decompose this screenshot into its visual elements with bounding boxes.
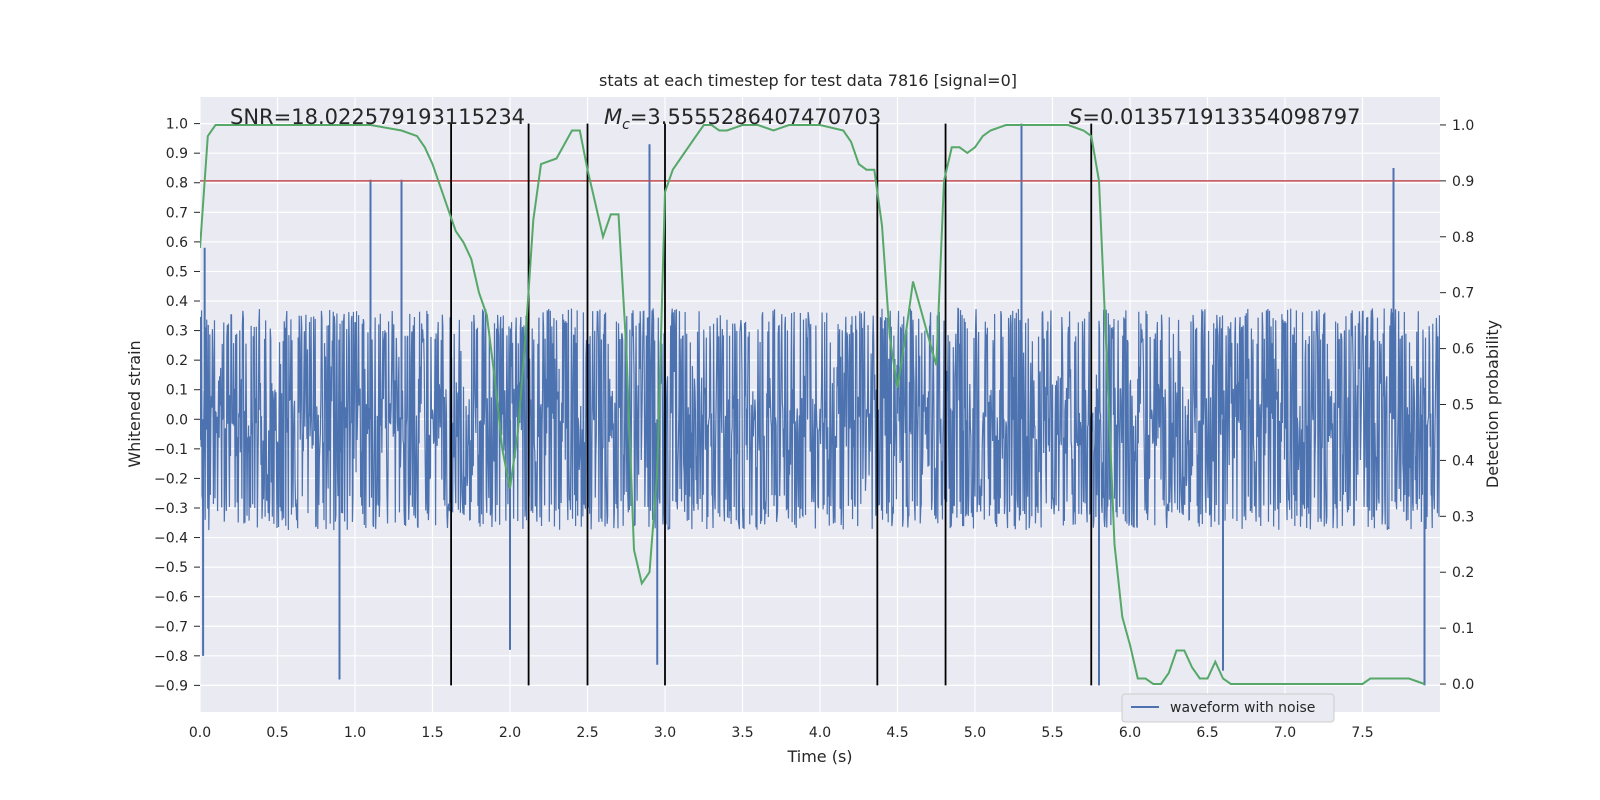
y2-tick-label: 0.1 — [1452, 621, 1474, 637]
x-tick-label: 2.0 — [499, 725, 521, 741]
s-symbol: S — [1069, 105, 1082, 129]
mc-value: =3.5555286407470703 — [630, 105, 881, 129]
y2-tick-label: 0.8 — [1452, 230, 1474, 246]
y-tick-labels: 1.0 0.9 0.8 0.7 0.6 0.5 0.4 0.3 0.2 0.1 0.0 −0.1 −0.… — [154, 117, 200, 694]
x-tick-label: 0.5 — [266, 725, 288, 741]
x-tick-label: 3.0 — [654, 725, 676, 741]
y2-tick-label: 0.5 — [1452, 398, 1474, 414]
y-tick-label: 0.5 — [166, 264, 188, 280]
x-tick-label: 4.5 — [886, 725, 908, 741]
legend: waveform with noise — [1121, 693, 1335, 723]
x-tick-label: 2.5 — [576, 725, 598, 741]
y-tick-label: −0.2 — [154, 471, 188, 487]
x-tick-label: 7.5 — [1351, 725, 1373, 741]
y2-tick-label: 0.0 — [1452, 677, 1474, 693]
x-tick-labels: 0.0 0.5 1.0 1.5 2.0 2.5 3.0 3.5 4.0 4.5 5.0 5.5 6.0 6… — [189, 725, 1374, 741]
y-tick-label: −0.7 — [154, 619, 188, 635]
y-tick-label: 0.7 — [166, 205, 188, 221]
y2-tick-label: 0.6 — [1452, 342, 1474, 358]
waveform-trace — [200, 307, 1440, 531]
legend-box — [1121, 693, 1335, 723]
y2-tick-label: 0.2 — [1452, 565, 1474, 581]
waveform-series — [200, 123, 1440, 686]
y-tick-label: 0.8 — [166, 176, 188, 192]
x-tick-label: 1.5 — [421, 725, 443, 741]
legend-label: waveform with noise — [1170, 700, 1315, 716]
s-value: =0.013571913354098797 — [1082, 105, 1360, 129]
vertical-marker-lines — [450, 123, 1093, 686]
chart-title: stats at each timestep for test data 781… — [599, 71, 1017, 90]
y2-axis-label: Detection probability — [1483, 320, 1502, 488]
x-tick-label: 5.5 — [1041, 725, 1063, 741]
y-tick-label: 0.0 — [166, 412, 188, 428]
x-tick-label: 0.0 — [189, 725, 211, 741]
x-tick-label: 5.0 — [964, 725, 986, 741]
x-tick-label: 3.5 — [731, 725, 753, 741]
detection-probability-series — [200, 124, 1425, 685]
y-tick-label: 0.6 — [166, 235, 188, 251]
y-tick-label: 0.2 — [166, 353, 188, 369]
mc-symbol: M — [604, 105, 622, 129]
s-annotation: S=0.013571913354098797 — [1069, 105, 1360, 129]
y-tick-label: −0.6 — [154, 590, 188, 606]
y-tick-label: −0.4 — [154, 531, 188, 547]
x-axis-label: Time (s) — [786, 747, 852, 766]
x-tick-label: 1.0 — [344, 725, 366, 741]
y2-tick-label: 0.4 — [1452, 453, 1474, 469]
y2-tick-label: 1.0 — [1452, 118, 1474, 134]
y-tick-label: −0.8 — [154, 649, 188, 665]
x-tick-label: 7.0 — [1274, 725, 1296, 741]
y2-tick-label: 0.9 — [1452, 174, 1474, 190]
y-tick-label: 0.3 — [166, 324, 188, 340]
x-tick-label: 6.0 — [1119, 725, 1141, 741]
y-axis-label: Whitened strain — [125, 340, 144, 467]
y-tick-label: 0.4 — [166, 294, 188, 310]
y-tick-label: 0.1 — [166, 383, 188, 399]
chirp-mass-annotation: Mc=3.5555286407470703 — [604, 105, 881, 133]
y2-tick-labels: 1.0 0.9 0.8 0.7 0.6 0.5 0.4 0.3 0.2 0.1 0.0 — [1440, 118, 1474, 693]
y2-tick-label: 0.3 — [1452, 509, 1474, 525]
y-tick-label: −0.5 — [154, 560, 188, 576]
x-tick-label: 6.5 — [1196, 725, 1218, 741]
y-tick-label: 1.0 — [166, 117, 188, 133]
y-tick-label: −0.9 — [154, 678, 188, 694]
mc-subscript: c — [622, 117, 630, 133]
y2-tick-label: 0.7 — [1452, 286, 1474, 302]
x-tick-label: 4.0 — [809, 725, 831, 741]
y-tick-label: −0.1 — [154, 442, 188, 458]
y-tick-label: 0.9 — [166, 146, 188, 162]
y-tick-label: −0.3 — [154, 501, 188, 517]
snr-annotation: SNR=18.022579193115234 — [230, 105, 525, 129]
